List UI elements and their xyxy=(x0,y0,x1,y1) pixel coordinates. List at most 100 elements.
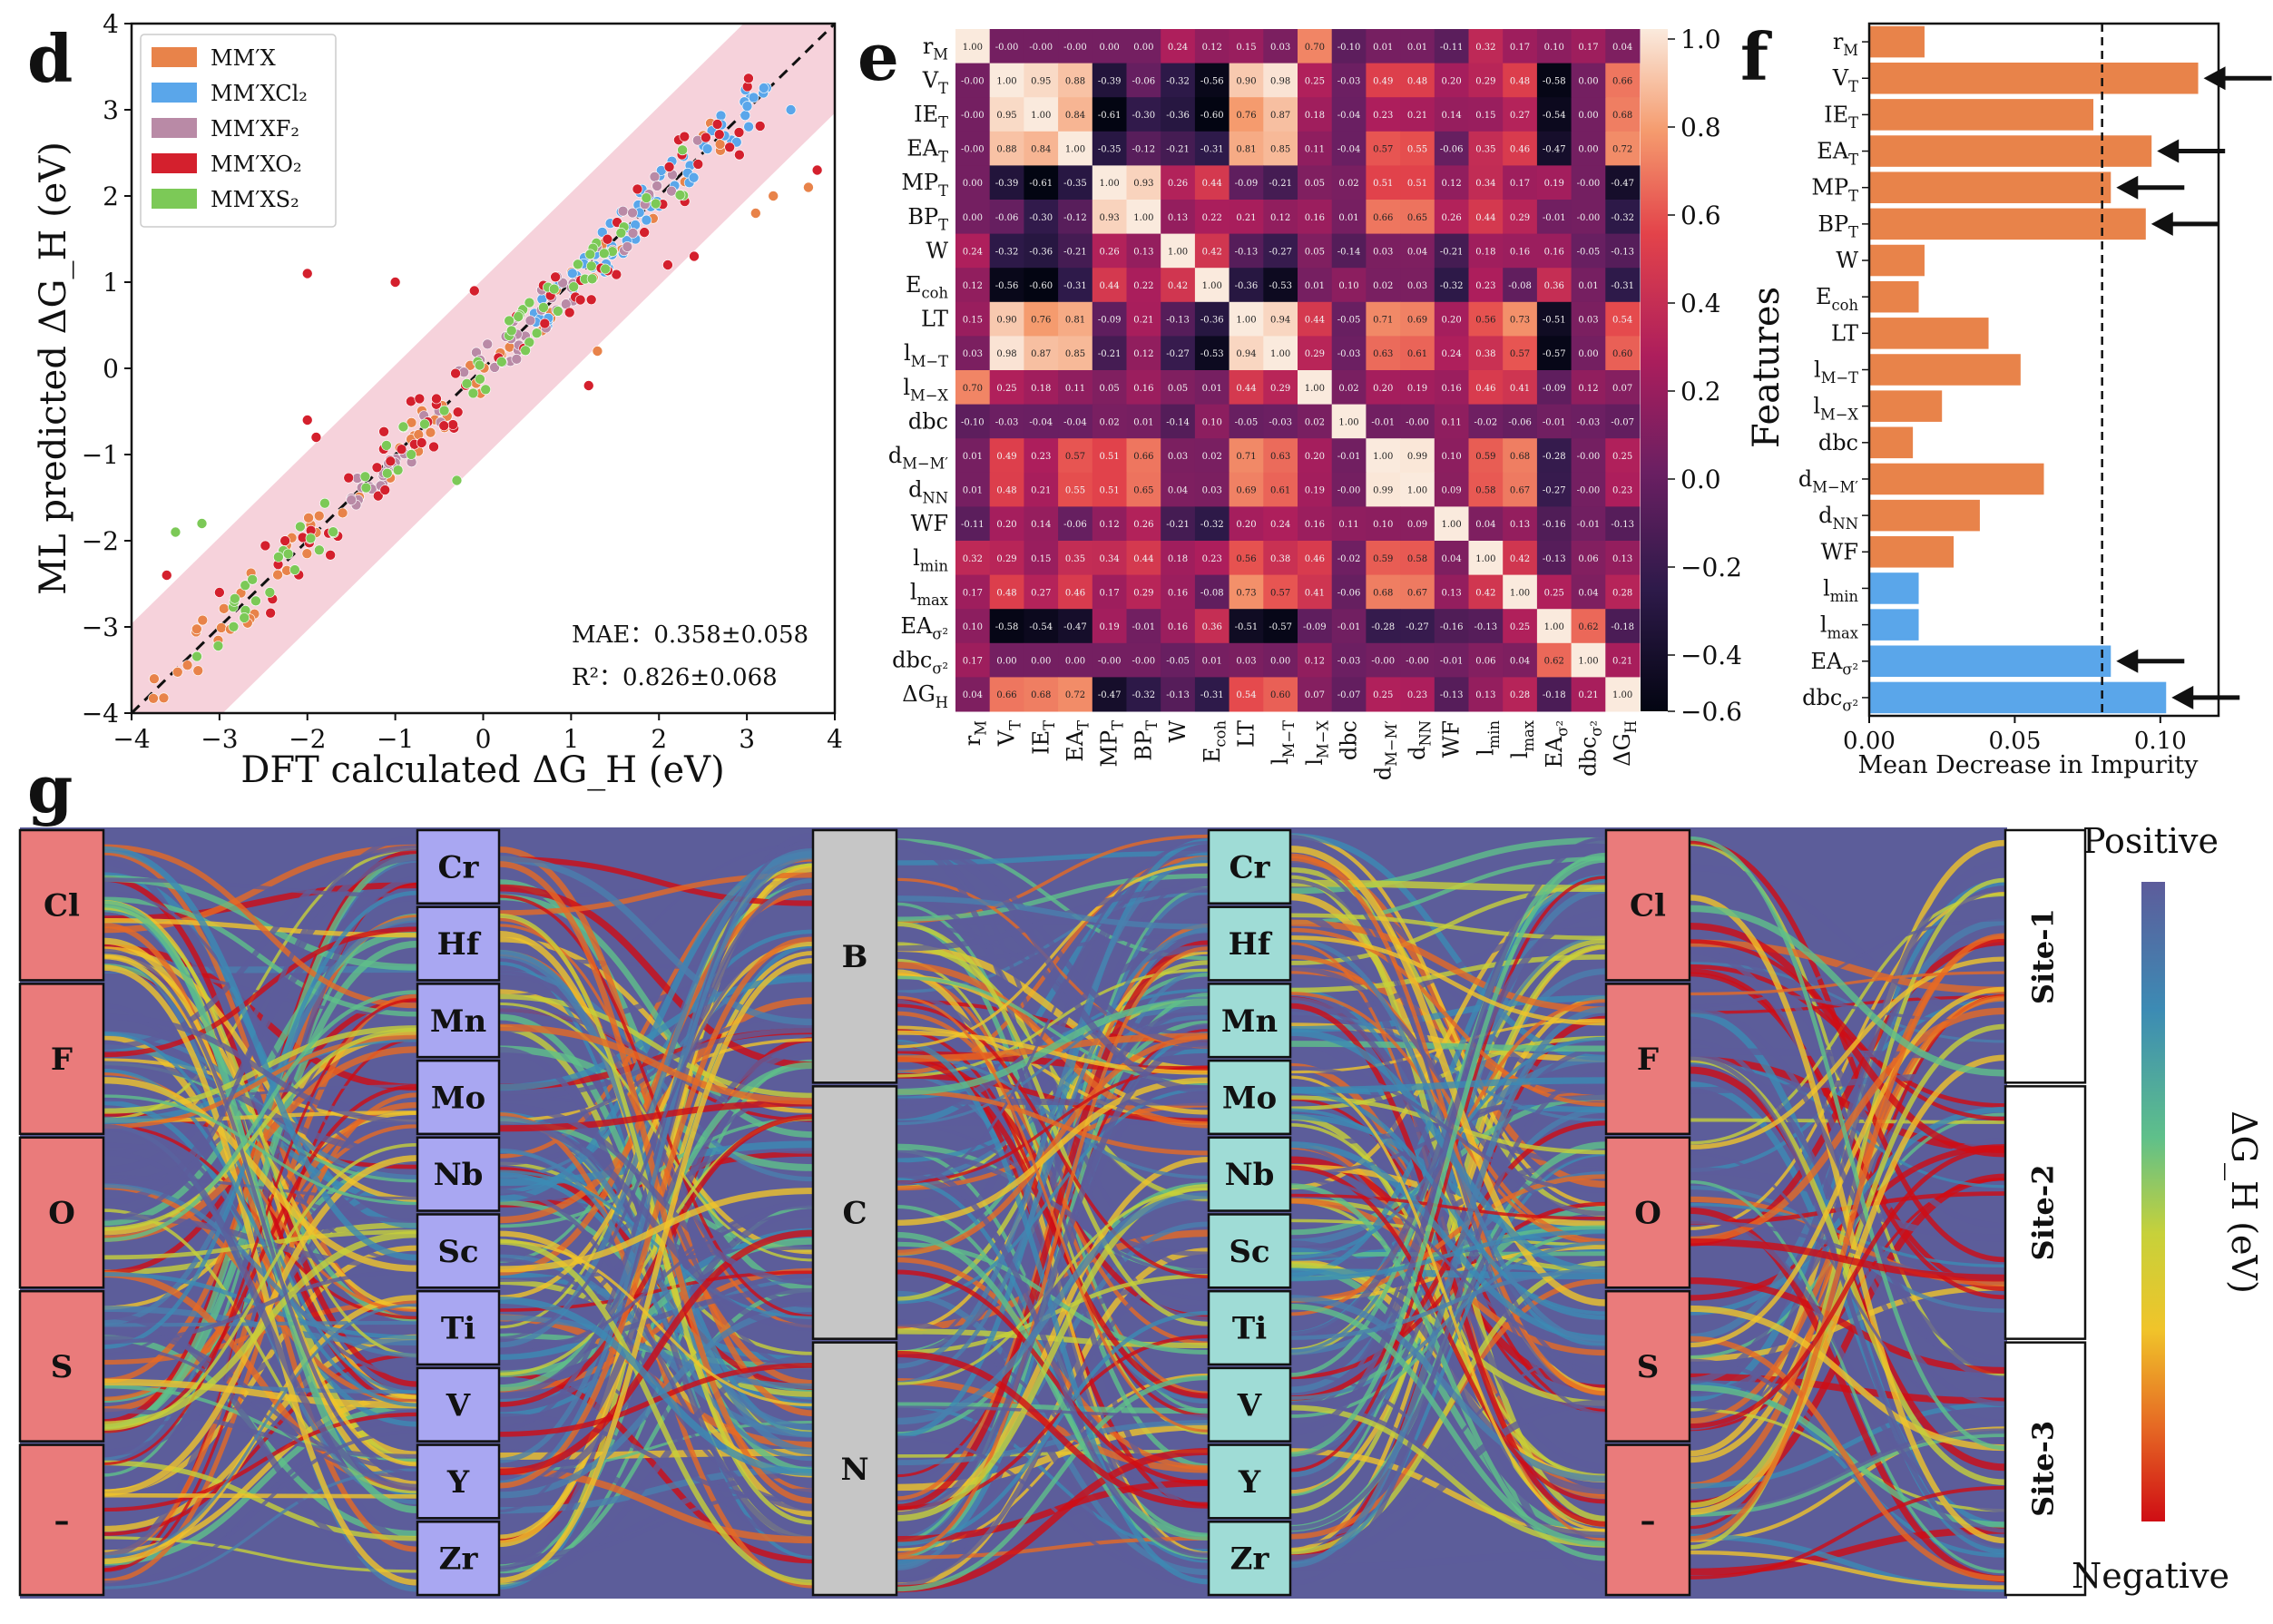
heatmap-cell xyxy=(1126,268,1161,303)
heatmap-cell xyxy=(1468,642,1504,678)
heatmap-cell xyxy=(1161,677,1196,712)
heatmap-cell xyxy=(1161,233,1196,269)
heatmap-value: 0.17 xyxy=(1100,588,1120,598)
heatmap-cell xyxy=(1161,301,1196,337)
scatter-point xyxy=(611,269,622,280)
heatmap-value: 1.00 xyxy=(1031,111,1051,121)
importance-bar xyxy=(1869,426,1914,459)
heatmap-cell xyxy=(955,165,991,201)
heatmap-cell xyxy=(989,472,1024,507)
heatmap-cell xyxy=(1263,506,1298,542)
importance-category-label: Ecoh xyxy=(1816,284,1858,314)
heatmap-value: 0.27 xyxy=(1031,588,1051,598)
heatmap-value: 0.57 xyxy=(1373,145,1393,155)
scatter-point xyxy=(701,143,713,154)
heatmap-cell xyxy=(989,63,1024,98)
scatter-point xyxy=(381,440,392,451)
importance-x-tick-label: 0.05 xyxy=(1988,728,2041,755)
scatter-point xyxy=(596,227,608,238)
heatmap-value: 0.32 xyxy=(963,554,983,564)
heatmap-cell xyxy=(1468,63,1504,98)
heatmap-cell xyxy=(1194,200,1230,235)
heatmap-value: 0.21 xyxy=(1612,657,1632,667)
sankey-flow xyxy=(498,1363,814,1437)
heatmap-value: -0.27 xyxy=(1166,349,1190,359)
heatmap-cell xyxy=(1366,63,1401,98)
heatmap-cell xyxy=(1331,301,1367,337)
y-tick-label: −2 xyxy=(82,526,119,556)
heatmap-value: 1.00 xyxy=(1133,213,1153,223)
scatter-point xyxy=(617,205,629,217)
sankey-flow xyxy=(498,1188,814,1273)
heatmap-value: -0.05 xyxy=(1337,316,1361,326)
heatmap-cell xyxy=(1331,404,1367,439)
importance-category-label: MPT xyxy=(1811,175,1858,205)
heatmap-cell xyxy=(1331,97,1367,132)
heatmap-cell xyxy=(1605,677,1641,712)
sankey-node xyxy=(416,905,501,982)
sankey-node-label: Ti xyxy=(441,1311,475,1347)
sankey-flow xyxy=(498,1046,814,1541)
heatmap-value: -0.00 xyxy=(1132,657,1156,667)
heatmap-value: -0.05 xyxy=(1166,657,1190,667)
colorbar-tick-label: 0.8 xyxy=(1680,113,1721,142)
heatmap-value: 0.56 xyxy=(1236,554,1256,564)
heatmap-value: 0.62 xyxy=(1578,622,1598,632)
heatmap-value: 0.25 xyxy=(996,384,1016,394)
scatter-point xyxy=(310,432,322,443)
heatmap-value: 0.72 xyxy=(1065,690,1085,700)
x-tick-label: 1 xyxy=(563,724,579,754)
sankey-flow xyxy=(896,1435,1210,1580)
heatmap-value: 1.00 xyxy=(1270,349,1290,359)
sankey-flow xyxy=(103,1303,418,1559)
heatmap-value: 0.67 xyxy=(1510,486,1530,496)
sankey-flow xyxy=(498,1212,814,1355)
sankey-flow xyxy=(1289,857,1607,1457)
heatmap-value: 0.03 xyxy=(1202,486,1222,496)
heatmap-cell xyxy=(1400,609,1435,644)
heatmap-value: -0.02 xyxy=(1337,554,1361,564)
heatmap-value: 0.16 xyxy=(1305,213,1325,223)
heatmap-cell xyxy=(1400,165,1435,201)
heatmap-cell xyxy=(1263,609,1298,644)
heatmap-value: 0.51 xyxy=(1407,179,1427,189)
heatmap-value: 0.76 xyxy=(1236,111,1256,121)
heatmap-value: 0.46 xyxy=(1475,384,1495,394)
heatmap-cell xyxy=(1024,677,1059,712)
heatmap-value: -0.12 xyxy=(1132,145,1156,155)
heatmap-cell xyxy=(1092,541,1127,576)
heatmap-value: 0.02 xyxy=(1202,452,1222,462)
heatmap-cell xyxy=(1503,165,1538,201)
heatmap-value: -0.47 xyxy=(1611,179,1634,189)
heatmap-cell xyxy=(1194,63,1230,98)
heatmap-col-label: lM−X xyxy=(1302,720,1332,766)
scatter-point xyxy=(639,227,650,238)
heatmap-cell xyxy=(1024,609,1059,644)
sankey-flow xyxy=(1289,1240,1607,1401)
heatmap-value: 0.68 xyxy=(1031,690,1051,700)
heatmap-value: -0.13 xyxy=(1440,690,1464,700)
heatmap-value: 0.95 xyxy=(996,111,1016,121)
heatmap-cell xyxy=(1194,233,1230,269)
scatter-point xyxy=(303,513,314,523)
heatmap-value: 0.16 xyxy=(1168,622,1188,632)
sankey-flow xyxy=(1689,1305,2006,1452)
importance-bar xyxy=(1869,390,1943,422)
heatmap-value: 0.17 xyxy=(1510,43,1530,53)
heatmap-value: 0.84 xyxy=(1065,111,1085,121)
heatmap-cell xyxy=(1298,609,1333,644)
heatmap-cell xyxy=(1503,97,1538,132)
heatmap-value: -0.21 xyxy=(1440,247,1464,257)
heatmap-value: -0.00 xyxy=(961,76,985,86)
heatmap-cell xyxy=(1194,472,1230,507)
sankey-flow xyxy=(1689,1277,2006,1375)
scatter-point xyxy=(371,462,383,474)
scatter-point xyxy=(216,622,227,633)
heatmap-value: 0.29 xyxy=(1475,76,1495,86)
heatmap-col-label: MPT xyxy=(1097,720,1127,768)
heatmap-cell xyxy=(989,301,1024,337)
sankey-node-label: Site-3 xyxy=(2026,1421,2061,1517)
heatmap-value: -0.16 xyxy=(1543,520,1566,530)
heatmap-value: 0.12 xyxy=(1442,179,1462,189)
legend-swatch xyxy=(152,189,197,209)
